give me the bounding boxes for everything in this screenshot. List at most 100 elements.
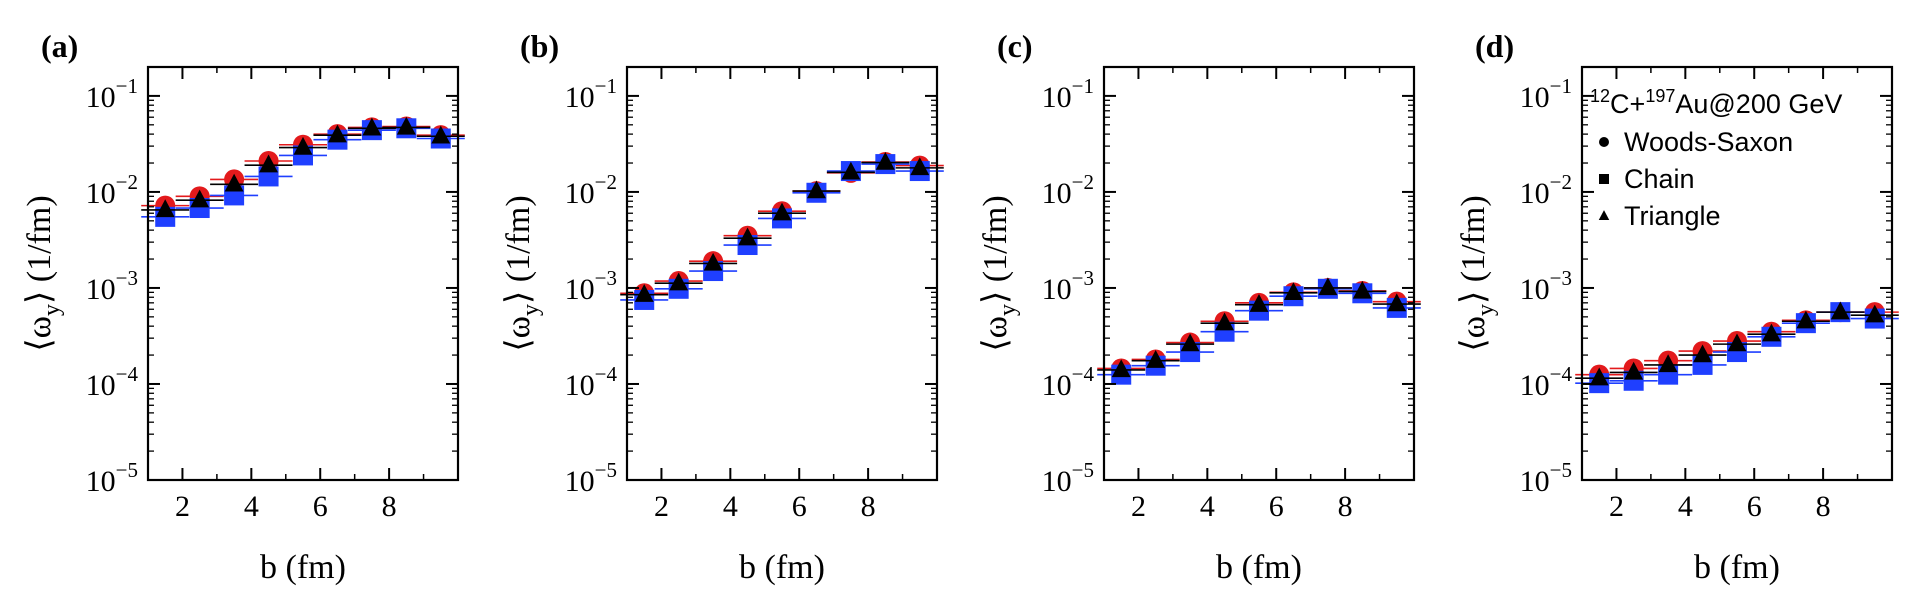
panel-b: (b) 2 4 6 8 10−1 10−2 10−3 10−4 10−5 b (fm) ⟨ωy⟩ (1…: [500, 28, 944, 586]
data-point: [1111, 359, 1131, 378]
y-tick-label: 10−4: [1520, 362, 1573, 402]
legend-entry: Woods-Saxon: [1624, 127, 1793, 157]
series-triangle: [1575, 301, 1899, 386]
data-point: [634, 284, 654, 302]
x-tick-label: 4: [723, 490, 738, 523]
data-point: [1249, 294, 1269, 312]
x-tick-label: 2: [175, 490, 190, 523]
y-tick-label: 10−3: [565, 266, 617, 306]
data-point: [1589, 367, 1609, 386]
x-tick-label: 4: [1678, 490, 1693, 523]
y-tick-label: 10−5: [1520, 458, 1572, 498]
x-tick-label: 8: [1338, 490, 1353, 523]
x-tick-label: 2: [1131, 490, 1146, 523]
data-point: [327, 124, 347, 143]
y-tick-label: 10−2: [1520, 170, 1572, 210]
y-tick-label: 10−5: [565, 458, 617, 498]
data-point: [224, 173, 244, 192]
data-point: [1215, 312, 1235, 331]
data-point: [669, 272, 689, 291]
x-tick-label: 2: [1609, 490, 1624, 523]
y-tick-label: 10−1: [1520, 74, 1572, 114]
panel-d: (d) 2 4 6 8 10−1 10−2 10−3 10−4 10−5 b (fm) ⟨ωy⟩ (1…: [1455, 28, 1899, 586]
data-point: [431, 125, 451, 144]
data-point: [875, 152, 895, 170]
data-point: [806, 180, 826, 199]
y-tick-label: 10−2: [565, 170, 617, 210]
x-tick-label: 8: [382, 490, 397, 523]
data-point: [1318, 277, 1338, 296]
y-tick-label: 10−5: [1042, 458, 1094, 498]
x-tick-label: 6: [1747, 490, 1762, 523]
series-triangle: [620, 152, 944, 302]
data-point: [1352, 280, 1372, 299]
panel-label: (b): [520, 28, 559, 64]
panel-a: (a) 2 4 6 8 10−1 10−2 10−3 10−4 10−5 b (fm) ⟨ωy⟩ (1…: [21, 28, 465, 586]
data-point: [293, 136, 313, 155]
x-tick-label: 8: [861, 490, 876, 523]
y-tick-label: 10−4: [565, 362, 618, 402]
data-point: [1865, 304, 1885, 323]
x-axis-label: b (fm): [1216, 549, 1302, 586]
panel-label: (a): [41, 28, 78, 64]
y-tick-label: 10−1: [86, 74, 138, 114]
data-point: [703, 252, 723, 271]
series-chain: [620, 154, 944, 310]
x-tick-label: 4: [1200, 490, 1215, 523]
x-tick-label: 4: [244, 490, 259, 523]
data-point: [1727, 333, 1747, 352]
data-point: [1624, 361, 1644, 380]
data-point: [738, 227, 758, 246]
y-axis-label: ⟨ωy⟩ (1/fm): [21, 195, 65, 351]
plot-frame: [1102, 65, 1416, 482]
legend-marker-triangle: [1598, 210, 1610, 220]
data-point: [1283, 282, 1303, 300]
data-point: [1761, 323, 1781, 342]
x-axis-label: b (fm): [739, 549, 825, 586]
plot-frame: [146, 65, 460, 482]
y-tick-label: 10−4: [86, 362, 139, 402]
y-axis-label: ⟨ωy⟩ (1/fm): [1455, 195, 1499, 351]
y-tick-label: 10−3: [86, 266, 138, 306]
x-tick-label: 6: [1269, 490, 1284, 523]
series-chain: [141, 118, 465, 227]
x-tick-label: 6: [313, 490, 328, 523]
data-point: [1693, 344, 1713, 363]
y-tick-label: 10−4: [1042, 362, 1095, 402]
data-point: [155, 199, 175, 218]
data-point: [1658, 354, 1678, 373]
data-point: [362, 117, 382, 136]
data-point: [772, 202, 792, 221]
x-axis-label: b (fm): [260, 549, 346, 586]
data-point: [396, 116, 416, 135]
legend-title: 12C+197Au@200 GeV: [1590, 86, 1842, 119]
data-point: [1180, 333, 1200, 352]
data-point: [1387, 293, 1407, 312]
data-point: [1830, 301, 1850, 320]
y-tick-label: 10−2: [86, 170, 138, 210]
data-point: [1146, 350, 1166, 368]
y-tick-label: 10−5: [86, 458, 138, 498]
y-axis-label: ⟨ωy⟩ (1/fm): [977, 195, 1021, 351]
data-point: [259, 154, 279, 173]
legend-marker-square: [1599, 174, 1609, 184]
y-tick-label: 10−3: [1520, 266, 1572, 306]
panel-c: (c) 2 4 6 8 10−1 10−2 10−3 10−4 10−5 b (fm) ⟨ωy⟩ (1…: [977, 28, 1421, 586]
series-triangle: [141, 116, 465, 218]
y-tick-label: 10−1: [1042, 74, 1094, 114]
x-axis-label: b (fm): [1694, 549, 1780, 586]
legend: 12C+197Au@200 GeV Woods-Saxon Chain Triangl…: [1590, 86, 1842, 231]
x-tick-label: 8: [1816, 490, 1831, 523]
panel-label: (d): [1475, 28, 1514, 64]
y-tick-label: 10−1: [565, 74, 617, 114]
legend-entry: Triangle: [1624, 201, 1721, 231]
legend-marker-circle: [1599, 137, 1609, 147]
y-tick-label: 10−2: [1042, 170, 1094, 210]
data-point: [1796, 310, 1816, 329]
data-point: [910, 157, 930, 176]
legend-entry: Chain: [1624, 164, 1695, 194]
data-point: [841, 161, 861, 180]
plot-frame: [1580, 65, 1894, 482]
series-triangle: [1097, 277, 1421, 378]
